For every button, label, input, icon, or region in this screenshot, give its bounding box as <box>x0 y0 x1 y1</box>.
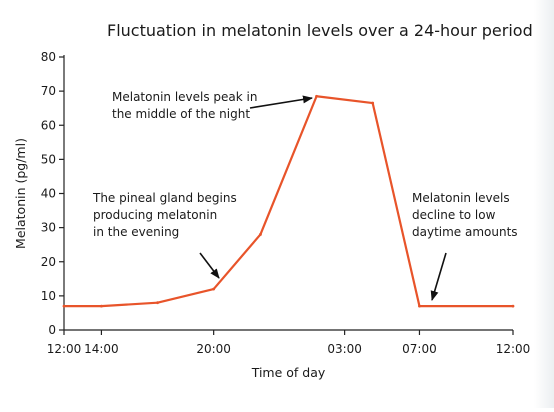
annotation-evening-line: in the evening <box>93 225 179 239</box>
x-tick-label: 12:00 <box>47 342 82 356</box>
y-tick-label: 30 <box>41 221 56 235</box>
y-tick-label: 0 <box>48 323 56 337</box>
annotation-evening-line: The pineal gland begins <box>92 191 237 205</box>
x-axis-title: Time of day <box>251 365 326 380</box>
x-tick-label: 03:00 <box>327 342 362 356</box>
annotation-decline-arrow <box>430 252 447 301</box>
data-point <box>212 287 216 291</box>
annotation-evening-text: The pineal gland begins producing melaton… <box>92 191 237 239</box>
x-tick-label: 07:00 <box>402 342 437 356</box>
data-point <box>62 304 66 308</box>
page-edge-shadow <box>534 0 554 408</box>
data-point <box>156 301 159 305</box>
y-tick-label: 70 <box>41 84 56 98</box>
y-tick-label: 40 <box>41 187 56 201</box>
x-tick-label: 14:00 <box>84 342 119 356</box>
annotation-peak-text: Melatonin levels peak in the middle of th… <box>112 90 258 121</box>
y-tick-label: 60 <box>41 118 56 132</box>
annotation-decline-line: daytime amounts <box>412 225 518 239</box>
annotation-peak-line: the middle of the night <box>112 107 250 121</box>
y-tick-label: 10 <box>41 289 56 303</box>
y-axis-title: Melatonin (pg/ml) <box>13 138 28 249</box>
annotation-decline-line: decline to low <box>412 208 496 222</box>
annotation-decline-text: Melatonin levels decline to low daytime am… <box>412 191 518 239</box>
annotation-decline-line: Melatonin levels <box>412 191 510 205</box>
chart-title: Fluctuation in melatonin levels over a 2… <box>107 21 533 40</box>
y-tick-label: 20 <box>41 255 56 269</box>
data-point <box>315 94 318 98</box>
data-point <box>418 304 421 308</box>
data-point <box>259 233 262 236</box>
annotation-peak-arrow <box>249 95 313 109</box>
annotation-evening-arrow <box>199 252 220 279</box>
x-tick-label: 20:00 <box>196 342 231 356</box>
annotation-evening-line: producing melatonin <box>93 208 217 222</box>
data-point <box>511 304 515 308</box>
y-tick-label: 50 <box>41 152 56 166</box>
y-tick-label: 80 <box>41 50 56 64</box>
x-tick-label: 12:00 <box>496 342 531 356</box>
data-point <box>100 304 103 308</box>
data-point <box>371 101 375 105</box>
annotation-peak-line: Melatonin levels peak in <box>112 90 258 104</box>
